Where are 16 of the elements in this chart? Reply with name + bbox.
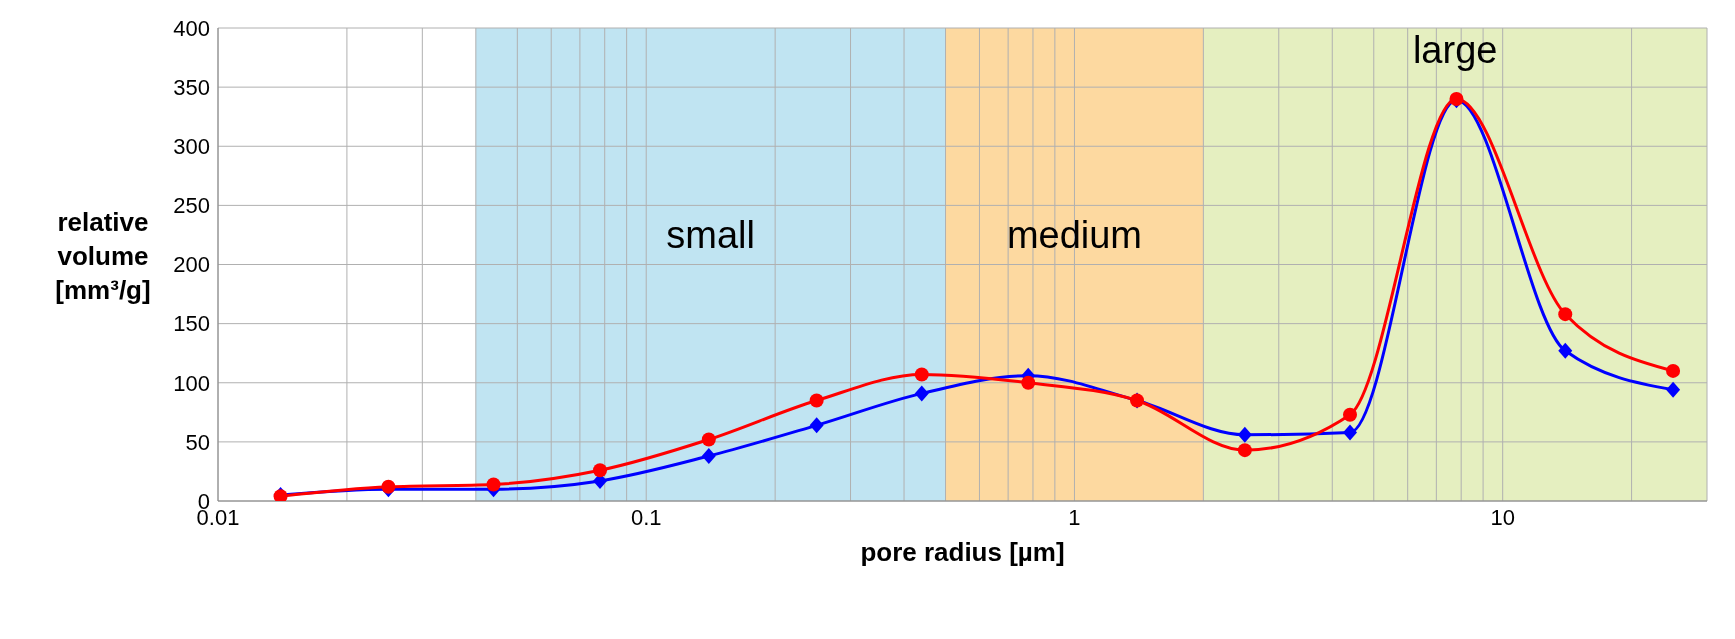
y-tick-label: 350 bbox=[173, 74, 210, 100]
y-tick-label: 150 bbox=[173, 311, 210, 337]
y-tick-label: 250 bbox=[173, 193, 210, 219]
y-tick-label: 200 bbox=[173, 252, 210, 278]
y-axis-title: relative volume [mm³/g] bbox=[55, 206, 151, 305]
y-tick-label: 300 bbox=[173, 134, 210, 160]
x-axis-title: pore radius [µm] bbox=[860, 537, 1065, 567]
y-tick-label: 400 bbox=[173, 15, 210, 41]
band-label: small bbox=[666, 213, 756, 256]
x-tick-label: 1 bbox=[1068, 504, 1081, 530]
x-tick-label: 10 bbox=[1490, 504, 1515, 530]
band-label: medium bbox=[1006, 213, 1143, 256]
y-tick-label: 100 bbox=[173, 370, 210, 396]
x-tick-label: 0.1 bbox=[630, 504, 662, 530]
y-tick-label: 50 bbox=[185, 429, 210, 455]
band-label: large bbox=[1412, 28, 1498, 71]
